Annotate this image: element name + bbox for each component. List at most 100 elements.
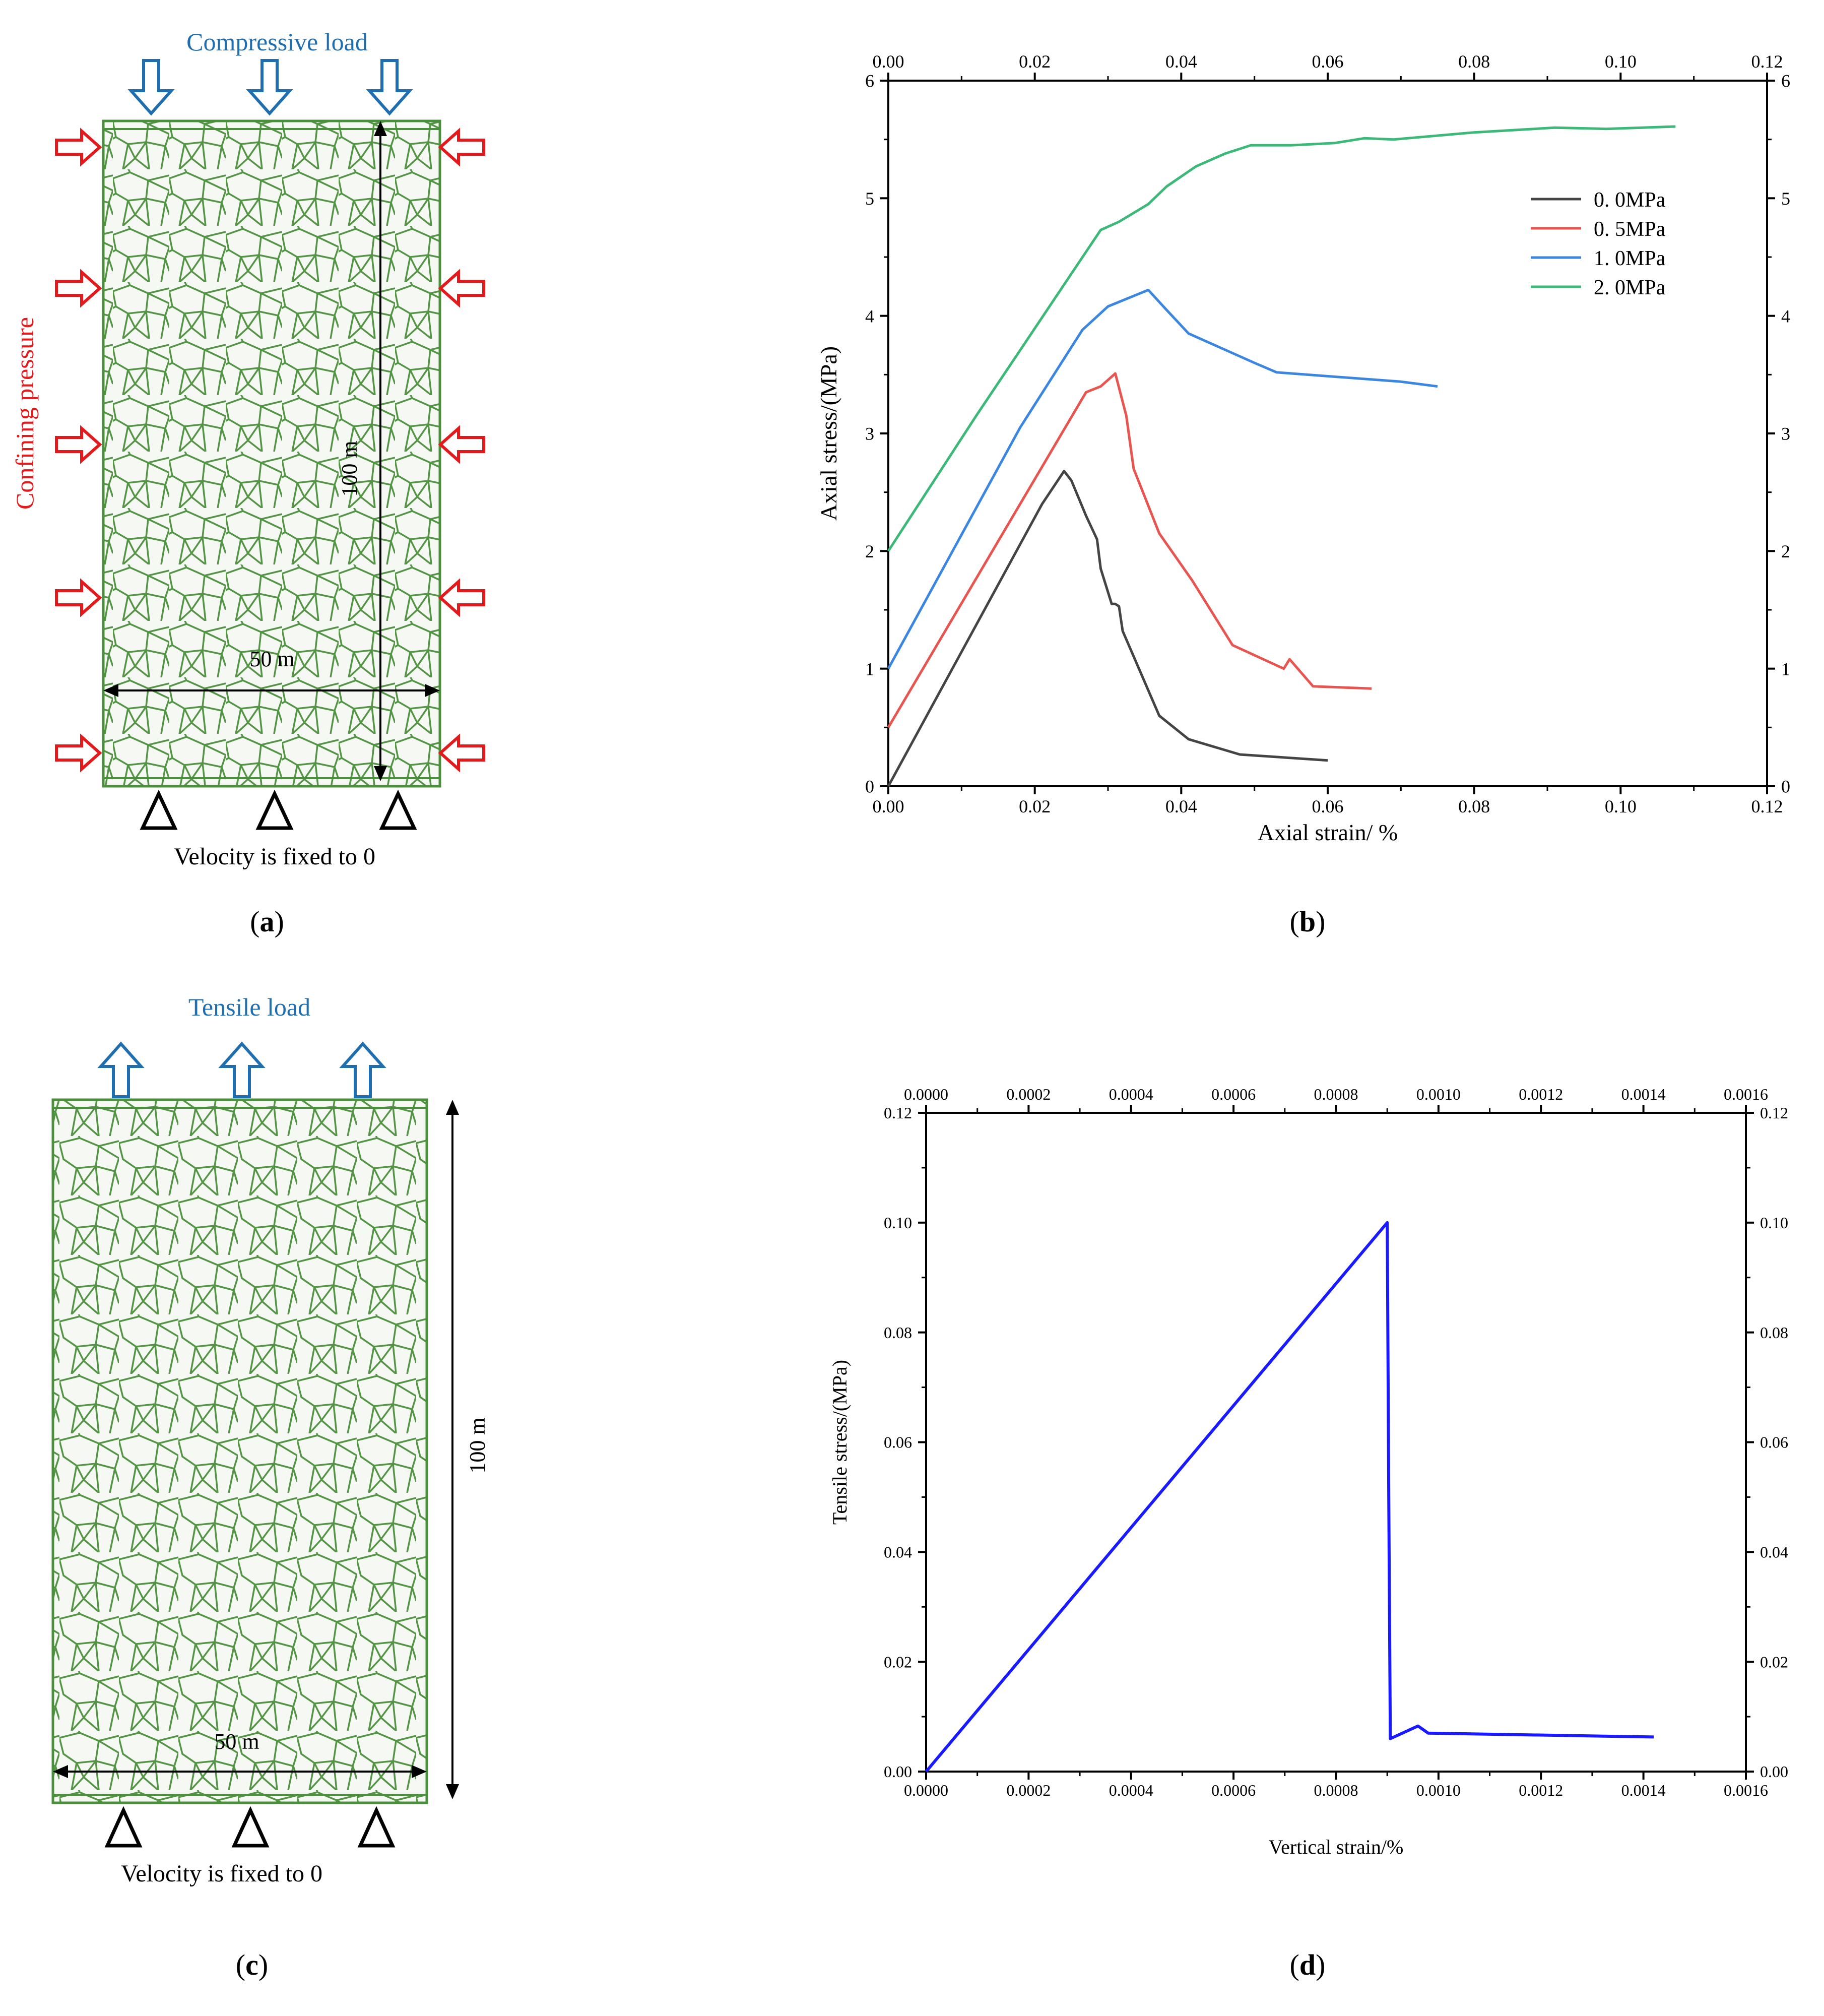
y-tick-label: 0 — [865, 777, 874, 797]
x-tick-label: 0.0006 — [1211, 1781, 1256, 1799]
y-tick-label-right: 0.10 — [1760, 1214, 1788, 1232]
down-arrow-icon — [127, 59, 175, 116]
specimen-mesh — [102, 119, 441, 788]
y-tick-label: 2 — [865, 541, 874, 561]
panel-d-tensile-chart: 0.0000 0.0000 0.0002 0.0002 0.0004 0.0004 0.00… — [786, 958, 1824, 2016]
panel-a-compression-model: Compressive load Confining pressure — [0, 0, 504, 958]
fixed-supports — [140, 789, 417, 830]
left-arrow-icon — [438, 578, 485, 617]
y-tick-label: 5 — [865, 188, 874, 209]
legend-label: 0. 5MPa — [1594, 218, 1666, 241]
x-tick-label-top: 0.0006 — [1211, 1085, 1256, 1103]
x-tick-label: 0.0000 — [904, 1781, 948, 1799]
specimen-mesh — [51, 1098, 428, 1804]
x-axis-label: Axial strain/ % — [1258, 820, 1398, 845]
boundary-label: Velocity is fixed to 0 — [121, 1860, 322, 1887]
confining-arrows-left — [55, 128, 102, 773]
series-line-0 — [887, 470, 1328, 787]
up-arrow-icon — [97, 1041, 145, 1098]
y-tick-label: 4 — [865, 306, 874, 326]
height-label: 100 m — [465, 1417, 490, 1473]
x-tick-label-top: 0.0016 — [1724, 1085, 1768, 1103]
x-tick-label: 0.12 — [1751, 796, 1783, 816]
x-tick-label: 0.0016 — [1724, 1781, 1768, 1799]
x-tick-label-top: 0.10 — [1605, 51, 1637, 72]
x-tick-label: 0.0012 — [1519, 1781, 1563, 1799]
x-tick-label: 0.0014 — [1621, 1781, 1666, 1799]
y-tick-label-right: 0.06 — [1760, 1433, 1788, 1452]
y-tick-label-right: 3 — [1781, 424, 1790, 444]
y-axis-label: Axial stress/(MPa) — [816, 346, 841, 521]
up-arrow-icon — [218, 1041, 266, 1098]
series-line-0 — [925, 1221, 1654, 1773]
confining-pressure-label: Confining pressure — [11, 317, 39, 510]
x-tick-label-top: 0.0002 — [1006, 1085, 1051, 1103]
y-tick-label-right: 0.04 — [1760, 1543, 1788, 1561]
support-triangle-icon — [357, 1806, 396, 1848]
y-tick-label-right: 4 — [1781, 306, 1790, 326]
x-tick-label: 0.0004 — [1109, 1781, 1153, 1799]
support-triangle-icon — [255, 789, 294, 830]
right-arrow-icon — [55, 269, 102, 308]
series-line-1 — [887, 372, 1372, 728]
x-tick-label-top: 0.08 — [1458, 51, 1490, 72]
x-axis-label: Vertical strain/% — [1269, 1836, 1404, 1858]
y-tick-label: 0.00 — [884, 1762, 912, 1781]
left-arrow-icon — [438, 128, 485, 167]
x-tick-label-top: 0.0000 — [904, 1085, 948, 1103]
panel-c-tension-model: Tensile load 100 m 50 m — [0, 958, 504, 2016]
width-label: 50 m — [214, 1729, 259, 1754]
legend-label: 1. 0MPa — [1594, 247, 1666, 270]
right-arrow-icon — [55, 578, 102, 617]
right-arrow-icon — [55, 425, 102, 464]
legend-label: 0. 0MPa — [1594, 188, 1666, 212]
y-tick-label-right: 1 — [1781, 659, 1790, 679]
y-tick-label: 6 — [865, 71, 874, 91]
y-tick-label: 0.08 — [884, 1324, 912, 1342]
left-arrow-icon — [438, 269, 485, 308]
x-tick-label-top: 0.0010 — [1416, 1085, 1461, 1103]
axial-stress-chart: 0.00 0.00 0.02 0.02 0.04 0.04 0.06 0.06 0.08 0.08… — [816, 51, 1790, 845]
y-tick-label-right: 0.12 — [1760, 1104, 1788, 1122]
tensile-load-label: Tensile load — [188, 993, 310, 1021]
y-tick-label-right: 0.08 — [1760, 1324, 1788, 1342]
right-arrow-icon — [55, 733, 102, 773]
x-tick-label: 0.0008 — [1314, 1781, 1358, 1799]
plot-frame — [887, 80, 1768, 787]
y-tick-label-right: 6 — [1781, 71, 1790, 91]
y-tick-label-right: 0 — [1781, 777, 1790, 797]
right-arrow-icon — [55, 128, 102, 167]
up-arrow-icon — [339, 1041, 386, 1098]
x-tick-label-top: 0.06 — [1312, 51, 1344, 72]
panel-c-caption: (c) — [235, 1948, 269, 1981]
series-line-2 — [887, 288, 1438, 669]
left-arrow-icon — [438, 733, 485, 773]
x-tick-label: 0.0010 — [1416, 1781, 1461, 1799]
y-tick-label: 0.04 — [884, 1543, 912, 1561]
compressive-load-label: Compressive load — [186, 28, 368, 56]
confining-arrows-right — [438, 128, 485, 773]
x-tick-label-top: 0.02 — [1019, 51, 1051, 72]
left-arrow-icon — [438, 425, 485, 464]
fixed-supports — [104, 1806, 396, 1848]
y-tick-label: 0.06 — [884, 1433, 912, 1452]
y-tick-label: 0.12 — [884, 1104, 912, 1122]
x-tick-label: 0.0002 — [1006, 1781, 1051, 1799]
support-triangle-icon — [379, 789, 417, 830]
boundary-label: Velocity is fixed to 0 — [174, 843, 375, 870]
support-triangle-icon — [104, 1806, 143, 1848]
support-triangle-icon — [231, 1806, 270, 1848]
legend-label: 2. 0MPa — [1594, 276, 1666, 299]
panel-a-caption: (a) — [250, 905, 284, 938]
x-tick-label: 0.06 — [1312, 796, 1344, 816]
y-tick-label-right: 5 — [1781, 188, 1790, 209]
height-dimension — [446, 1100, 459, 1799]
panel-b-caption: (b) — [1289, 905, 1326, 938]
y-tick-label: 0.02 — [884, 1653, 912, 1671]
x-tick-label-top: 0.12 — [1751, 51, 1783, 72]
legend: 0. 0MPa 0. 5MPa 1. 0MPa 2. 0MPa — [1531, 188, 1666, 299]
x-tick-label-top: 0.00 — [873, 51, 904, 72]
y-axis-label: Tensile stress/(MPa) — [828, 1360, 851, 1525]
series-line-3 — [887, 125, 1676, 552]
panel-d-caption: (d) — [1289, 1948, 1326, 1981]
